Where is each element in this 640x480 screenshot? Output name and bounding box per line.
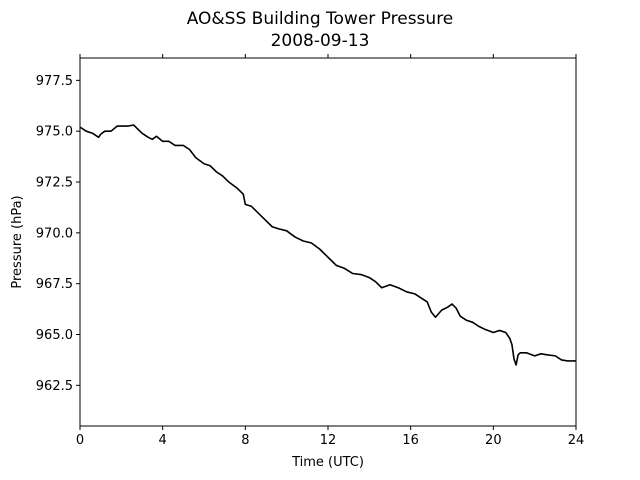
y-axis-label: Pressure (hPa) — [10, 195, 25, 288]
y-tick-label-3: 970.0 — [36, 226, 73, 241]
y-tick-label-6: 977.5 — [36, 74, 73, 89]
chart-title: AO&SS Building Tower Pressure — [187, 9, 454, 29]
axis-ticks — [76, 54, 577, 430]
chart-subtitle: 2008-09-13 — [271, 31, 370, 51]
y-tick-label-1: 965.0 — [36, 328, 73, 343]
plot-frame — [79, 57, 577, 427]
x-tick-label-5: 20 — [485, 433, 502, 448]
x-tick-label-2: 8 — [241, 433, 249, 448]
x-tick-label-6: 24 — [568, 433, 585, 448]
x-tick-label-0: 0 — [76, 433, 84, 448]
x-tick-label-1: 4 — [159, 433, 167, 448]
x-tick-label-3: 12 — [320, 433, 337, 448]
y-tick-label-0: 962.5 — [36, 379, 73, 394]
x-tick-label-4: 16 — [402, 433, 419, 448]
x-axis-label: Time (UTC) — [291, 455, 364, 470]
y-tick-label-5: 975.0 — [36, 125, 73, 140]
pressure-series-line — [79, 124, 576, 366]
y-tick-label-4: 972.5 — [36, 176, 73, 191]
tick-labels: 0 4 8 12 16 20 24 962.5 965.0 967.5 970.0 972.5 975.… — [36, 74, 584, 448]
y-tick-label-2: 967.5 — [36, 277, 73, 292]
